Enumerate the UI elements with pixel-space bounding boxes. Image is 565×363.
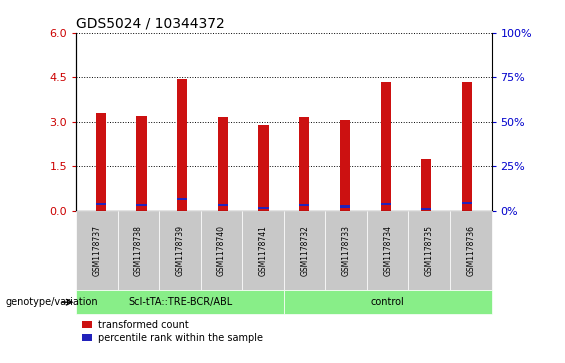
Text: transformed count: transformed count [98,319,189,330]
Bar [218,117,228,211]
Bar [462,82,472,211]
Bar [95,113,106,211]
Bar [218,204,228,206]
Text: GSM1178737: GSM1178737 [93,225,102,276]
Text: GSM1178739: GSM1178739 [176,225,185,276]
Bar [177,79,187,211]
Bar [258,125,268,211]
Bar [340,205,350,208]
Bar [299,117,310,211]
Text: genotype/variation: genotype/variation [6,297,98,307]
Text: control: control [371,297,405,307]
Bar [136,204,146,206]
Text: GSM1178734: GSM1178734 [383,225,392,276]
Text: GSM1178735: GSM1178735 [425,225,434,276]
Text: GDS5024 / 10344372: GDS5024 / 10344372 [76,16,225,30]
Bar [340,120,350,211]
Bar [95,203,106,205]
Bar [381,82,391,211]
Bar [381,203,391,205]
Text: percentile rank within the sample: percentile rank within the sample [98,333,263,343]
Text: GSM1178732: GSM1178732 [300,225,309,276]
Text: GSM1178738: GSM1178738 [134,225,143,276]
Bar [136,116,146,211]
Bar [177,198,187,200]
Text: GSM1178733: GSM1178733 [342,225,351,276]
Text: GSM1178740: GSM1178740 [217,225,226,276]
Bar [421,159,432,211]
Text: GSM1178741: GSM1178741 [259,225,268,276]
Bar [299,204,310,207]
Bar [258,207,268,209]
Text: GSM1178736: GSM1178736 [466,225,475,276]
Bar [421,208,432,210]
Bar [462,202,472,204]
Text: ScI-tTA::TRE-BCR/ABL: ScI-tTA::TRE-BCR/ABL [128,297,232,307]
